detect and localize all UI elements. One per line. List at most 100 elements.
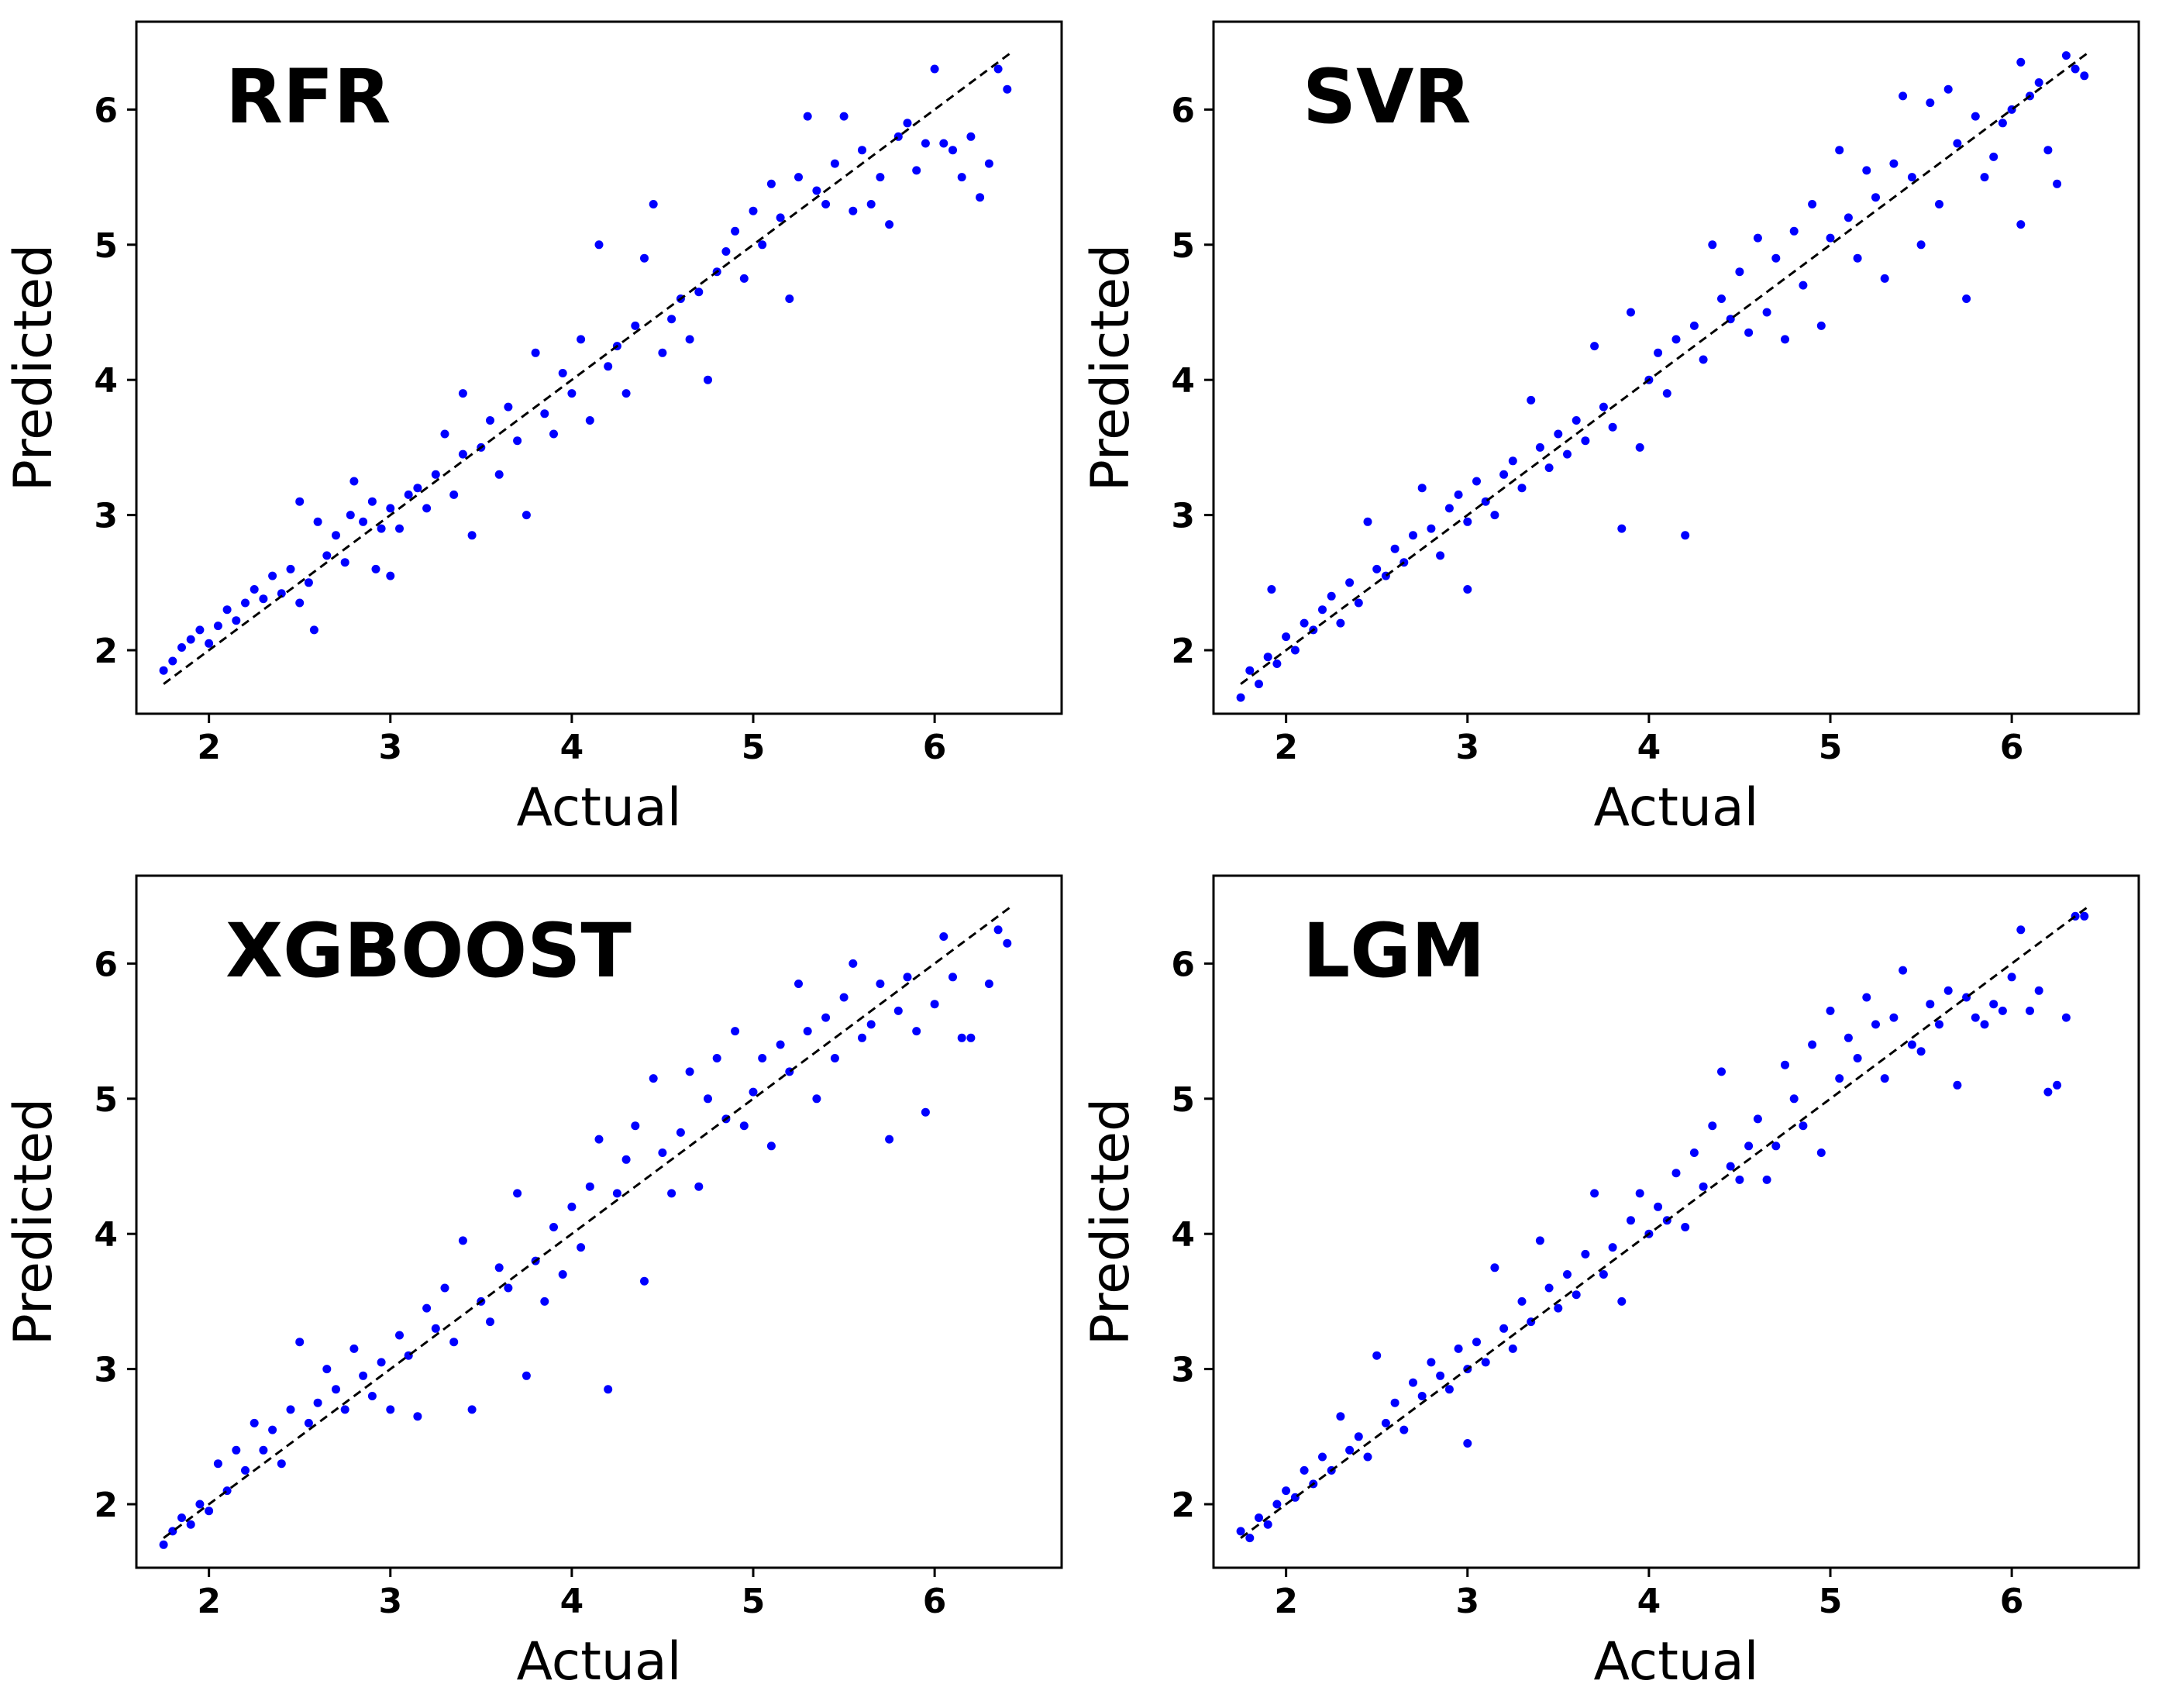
data-point [1781, 1060, 1789, 1069]
data-point [658, 1148, 667, 1157]
data-point [359, 517, 368, 526]
y-tick-label: 5 [1171, 1080, 1195, 1120]
plot-frame [1212, 20, 2140, 715]
data-point [1971, 1013, 1980, 1022]
data-point [921, 139, 930, 148]
data-point [1689, 1148, 1699, 1157]
data-point [749, 206, 758, 215]
data-point [1926, 98, 1935, 108]
data-point [1427, 1358, 1436, 1367]
data-point [1762, 308, 1771, 317]
data-point [1627, 1216, 1635, 1225]
data-point [1463, 585, 1472, 594]
x-tick-label: 5 [1819, 728, 1843, 767]
x-tick-label: 3 [1455, 728, 1479, 767]
data-point [386, 571, 395, 580]
data-point [205, 1507, 214, 1516]
data-point [1599, 402, 1608, 412]
data-point [1381, 1418, 1390, 1427]
data-point [1771, 1142, 1781, 1151]
data-point [1454, 490, 1463, 499]
y-tick-label: 3 [1171, 497, 1195, 536]
x-tick-label: 3 [378, 728, 402, 767]
data-point [930, 64, 939, 74]
data-point [513, 1189, 522, 1198]
data-point [213, 1459, 222, 1469]
data-point [621, 389, 631, 398]
data-point [494, 1263, 504, 1272]
data-point [1444, 1385, 1454, 1394]
data-point [277, 1459, 286, 1469]
data-point [1816, 1148, 1826, 1157]
data-point [1654, 1202, 1663, 1211]
y-axis-label: Predicted [1080, 1098, 1141, 1345]
data-point [458, 449, 467, 459]
data-point [993, 925, 1003, 935]
data-point [912, 1027, 921, 1036]
data-point [1563, 449, 1572, 459]
data-point [1436, 551, 1445, 560]
data-point [1744, 1142, 1754, 1151]
data-point [794, 980, 803, 988]
panel: 2 3 4 5 6 2 3 4 5 6 Actual Predicted RFR [3, 20, 1063, 839]
data-point [1003, 938, 1012, 948]
data-point [1735, 267, 1744, 277]
data-point [1517, 484, 1527, 493]
data-point [903, 973, 912, 982]
data-point [1717, 294, 1726, 303]
y-tick-label: 5 [94, 1080, 118, 1120]
data-point [612, 1189, 621, 1198]
x-tick-label: 2 [1274, 728, 1298, 767]
data-point [976, 193, 985, 202]
data-point [885, 220, 894, 229]
panel-title: XGBOOST [225, 907, 632, 994]
data-point [758, 240, 767, 250]
data-point [1572, 1290, 1581, 1300]
data-point [803, 112, 812, 121]
data-point [1989, 152, 1998, 161]
data-point [658, 348, 667, 357]
data-point [250, 585, 259, 594]
x-tick-label: 3 [378, 1582, 402, 1621]
data-point [1844, 1033, 1853, 1042]
data-point [1989, 1000, 1998, 1009]
x-tick-label: 5 [742, 728, 766, 767]
data-point [322, 551, 332, 560]
x-tick-label: 2 [1274, 1582, 1298, 1621]
reference-line [1240, 51, 2089, 685]
data-point [1671, 335, 1681, 344]
data-point [449, 490, 459, 499]
data-point [921, 1107, 930, 1117]
data-point [2043, 1087, 2053, 1097]
data-point [1617, 524, 1627, 533]
data-point [776, 1040, 785, 1049]
data-point [1617, 1296, 1627, 1306]
data-point [449, 1338, 459, 1347]
data-point [1753, 1114, 1762, 1124]
data-point [1472, 477, 1481, 486]
data-point [549, 429, 558, 439]
data-point [1699, 355, 1708, 364]
data-point [322, 1365, 332, 1374]
data-point [1871, 193, 1880, 202]
data-point [1835, 146, 1844, 155]
data-point [1263, 653, 1272, 662]
y-axis-label: Predicted [1080, 244, 1141, 491]
data-point [821, 200, 831, 208]
data-point [458, 1236, 467, 1245]
data-point [558, 1270, 567, 1279]
data-point [431, 470, 440, 479]
data-point [1003, 84, 1012, 94]
data-point [1554, 429, 1563, 439]
data-point [1708, 1121, 1717, 1131]
data-point [349, 477, 359, 486]
data-point [1544, 1283, 1554, 1293]
data-point [377, 1358, 386, 1367]
data-point [1327, 591, 1336, 601]
data-point [739, 274, 749, 283]
data-point [776, 213, 785, 222]
data-point [2007, 973, 2016, 982]
data-point [395, 524, 404, 533]
data-point [1508, 1344, 1517, 1353]
data-point [858, 1033, 866, 1042]
